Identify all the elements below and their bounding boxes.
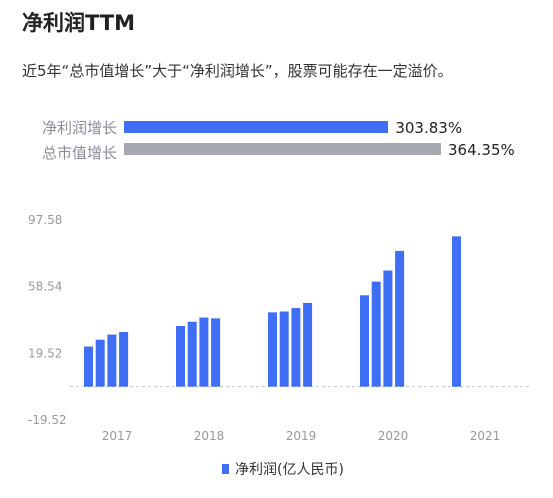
bar-2019-2 xyxy=(279,311,289,387)
bar-2020-1 xyxy=(360,295,369,387)
y-tick-label: 97.58 xyxy=(28,213,62,227)
bar-2020-3 xyxy=(383,270,393,387)
x-tick-label: 2020 xyxy=(378,429,409,443)
y-tick-label: 19.52 xyxy=(28,346,62,360)
bar-2019-4 xyxy=(303,302,313,387)
x-tick-label: 2021 xyxy=(470,429,501,443)
market-cap-growth-bar xyxy=(124,143,441,155)
bar-2020-4 xyxy=(395,250,405,387)
bar-2018-3 xyxy=(199,317,209,387)
bar-2018-2 xyxy=(187,321,197,387)
bar-2017-2 xyxy=(95,339,105,387)
bar-2019-1 xyxy=(268,312,277,387)
page-subtitle: 近5年“总市值增长”大于“净利润增长”，股票可能存在一定溢价。 xyxy=(22,62,453,80)
market-cap-growth-label: 总市值增长 xyxy=(41,144,117,162)
x-tick-label: 2019 xyxy=(286,429,317,443)
bar-2017-3 xyxy=(107,334,117,387)
net-profit-growth-bar xyxy=(124,121,389,133)
y-tick-label: -19.52 xyxy=(28,413,67,427)
bar-2017-4 xyxy=(119,332,129,387)
bar-2017-1 xyxy=(84,346,93,387)
legend-label: 净利润(亿人民币) xyxy=(235,462,344,478)
net-profit-growth-value: 303.83% xyxy=(395,119,463,137)
market-cap-growth-value: 364.35% xyxy=(448,141,515,159)
bar-2018-4 xyxy=(211,318,221,387)
net-profit-growth-label: 净利润增长 xyxy=(41,119,117,137)
bar-2019-3 xyxy=(291,308,301,387)
x-tick-label: 2018 xyxy=(194,429,225,443)
y-tick-label: 58.54 xyxy=(28,280,62,294)
page-title: 净利润TTM xyxy=(22,11,136,35)
legend-swatch xyxy=(222,464,229,474)
bar-2020-2 xyxy=(371,281,381,387)
bar-2021-1 xyxy=(452,236,461,387)
x-tick-label: 2017 xyxy=(102,429,133,443)
bar-2018-1 xyxy=(176,326,185,387)
